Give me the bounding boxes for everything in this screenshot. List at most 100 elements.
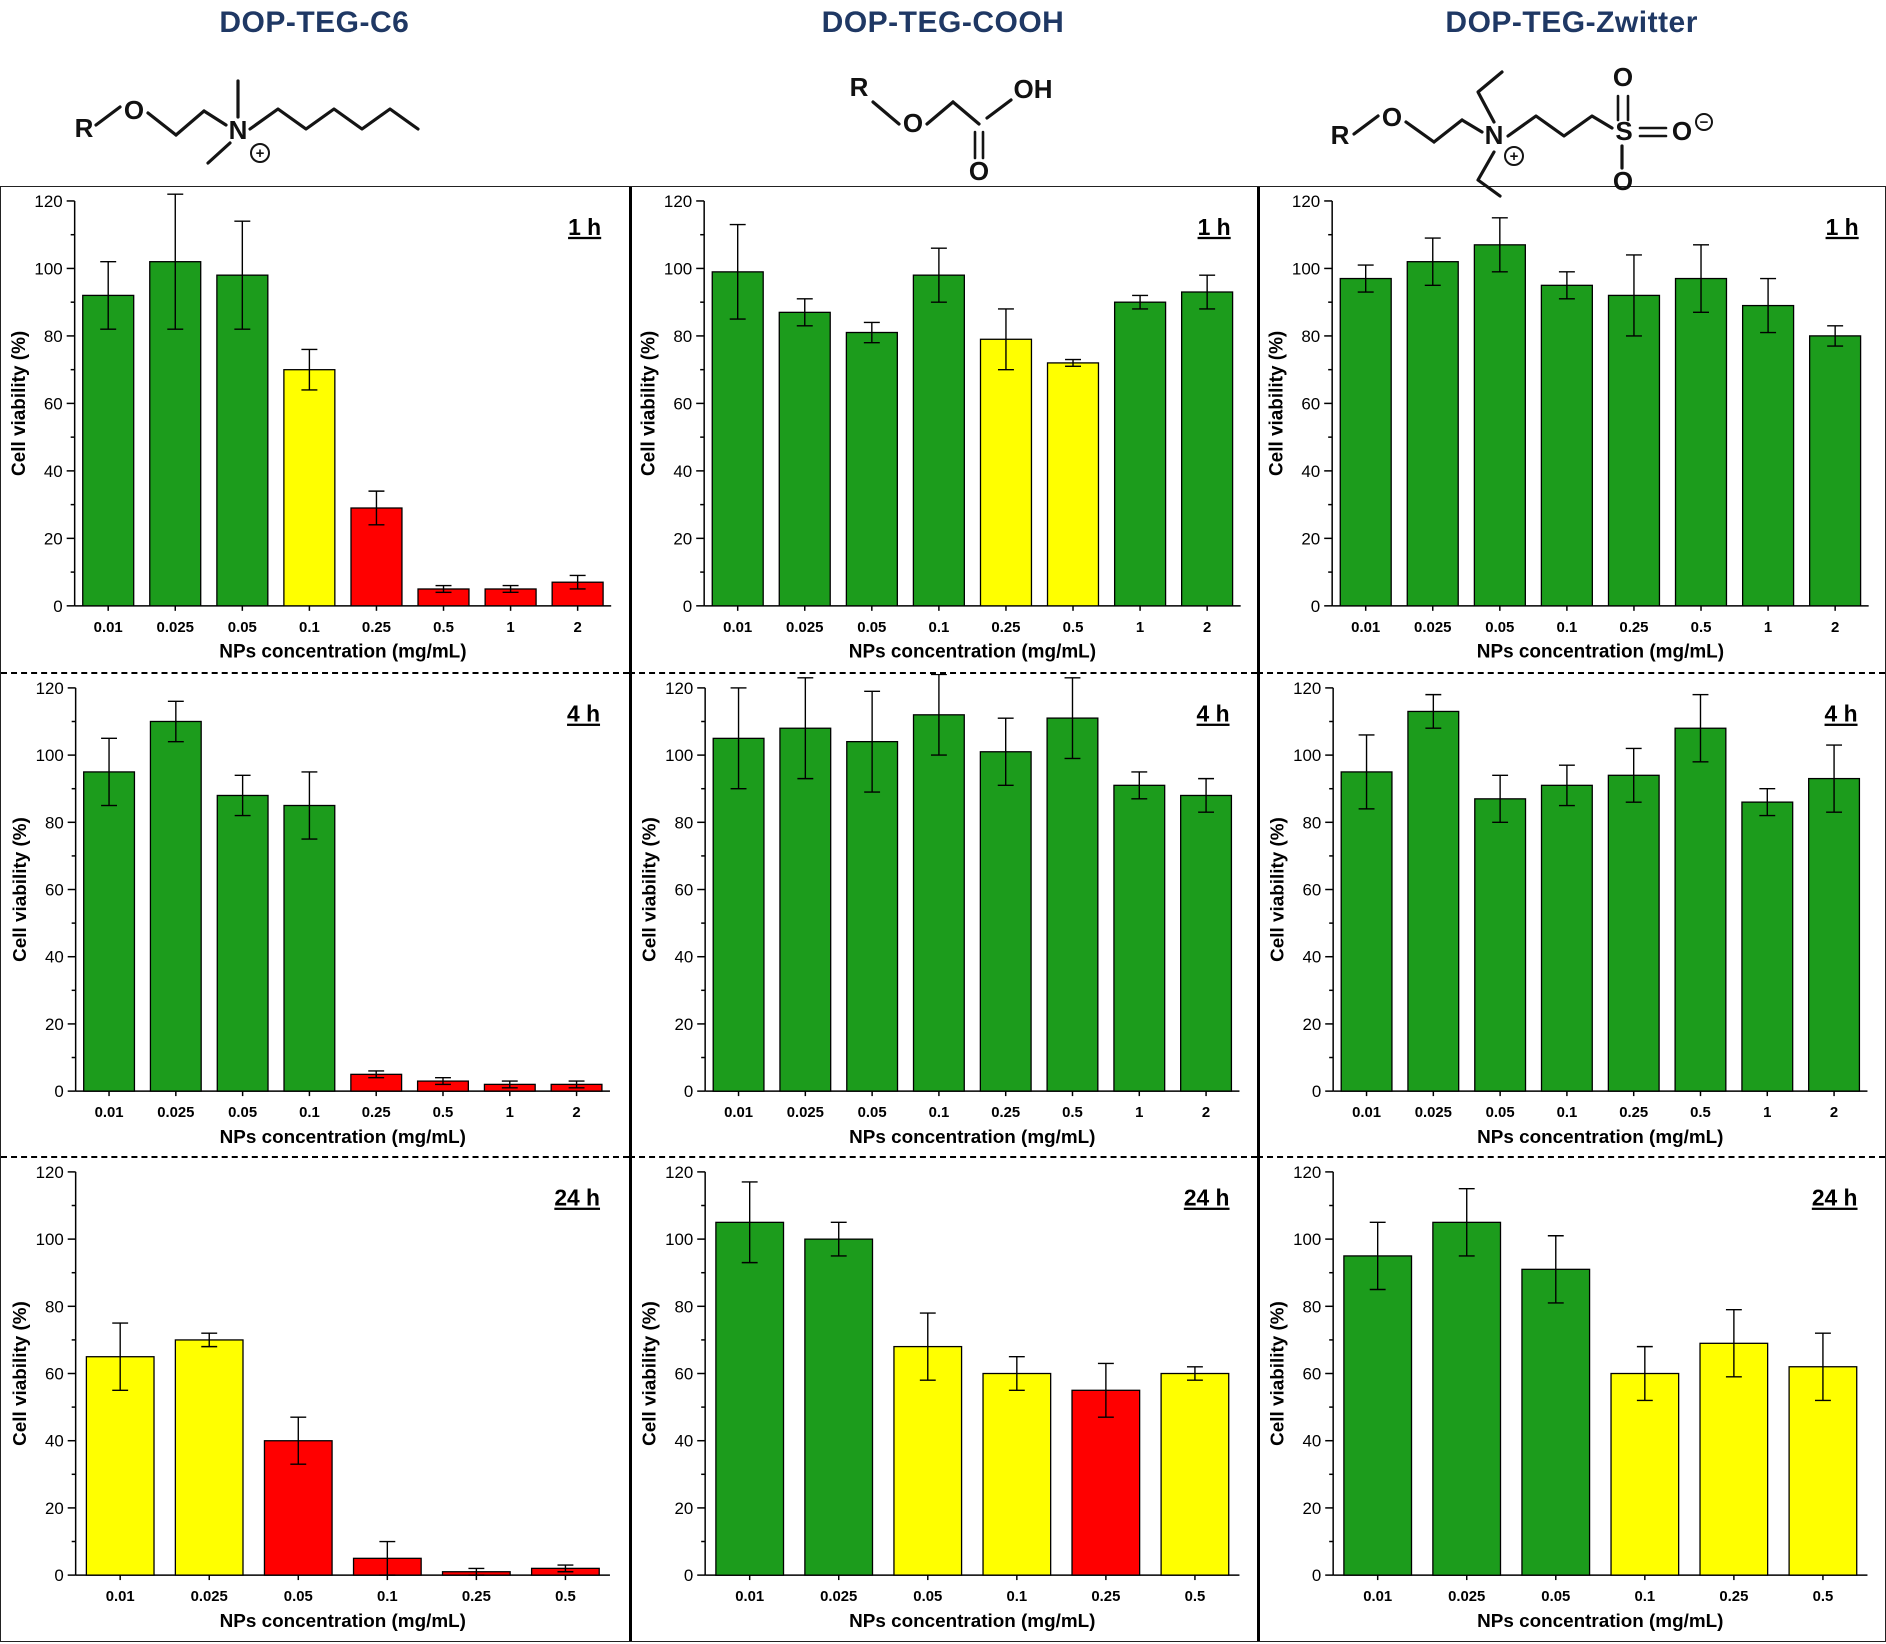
chart-dop-teg-c6-24h: 0 20 40 60 80 100 120 0.01 0.025 0.05 0.1 0.25 0.5 NP… — [1, 1156, 629, 1641]
bar — [804, 1238, 874, 1577]
svg-text:20: 20 — [674, 1499, 693, 1518]
header-column-cooh: DOP-TEG-COOH R O O OH — [629, 0, 1258, 186]
x-tick-label: 0.25 — [991, 1105, 1020, 1121]
svg-text:20: 20 — [44, 529, 63, 548]
bar — [1343, 1255, 1413, 1577]
bar — [216, 794, 269, 1092]
bar — [846, 740, 899, 1092]
x-tick-label: 2 — [1202, 1105, 1210, 1121]
bar — [979, 338, 1033, 607]
svg-text:120: 120 — [36, 679, 64, 698]
bar — [979, 750, 1032, 1092]
x-tick-label: 0.5 — [1185, 1589, 1206, 1605]
x-tick-label: 2 — [1203, 619, 1211, 636]
bar — [1339, 277, 1392, 607]
y-axis-label: Cell viability (%) — [1267, 1302, 1288, 1447]
x-tick-label: 0.01 — [1351, 619, 1380, 636]
x-tick-label: 0.05 — [858, 1105, 887, 1121]
structure-c6-image: R O N + — [75, 79, 420, 165]
bar — [1071, 1389, 1141, 1577]
x-tick-label: 0.025 — [786, 619, 823, 636]
svg-text:0: 0 — [1311, 597, 1320, 616]
x-tick-label: 0.25 — [991, 619, 1020, 636]
svg-text:80: 80 — [44, 327, 63, 346]
bar — [912, 274, 965, 607]
svg-text:60: 60 — [674, 1365, 693, 1384]
atom-label-o-top: O — [1613, 62, 1633, 92]
y-axis-label: Cell viability (%) — [1266, 817, 1287, 962]
svg-text:0: 0 — [54, 1566, 63, 1585]
bar — [1741, 801, 1794, 1092]
compound-title-cooh: DOP-TEG-COOH — [821, 6, 1065, 39]
svg-text:0: 0 — [683, 597, 692, 616]
svg-text:120: 120 — [1293, 1163, 1321, 1182]
svg-text:0: 0 — [53, 597, 62, 616]
atom-label-o: O — [903, 108, 923, 138]
svg-text:100: 100 — [665, 1230, 693, 1249]
y-axis-label: Cell viability (%) — [638, 817, 659, 962]
bar — [1674, 727, 1727, 1092]
figure-header: DOP-TEG-C6 R O N + DOP-TEG-COOH R — [0, 0, 1886, 198]
panel-timepoint-label: 4 h — [567, 700, 600, 726]
x-tick-label: 0.05 — [284, 1589, 313, 1605]
bar — [1674, 277, 1728, 607]
svg-text:40: 40 — [1302, 1432, 1321, 1451]
x-tick-label: 0.01 — [95, 1105, 124, 1121]
panel-timepoint-label: 1 h — [1826, 214, 1859, 240]
svg-text:20: 20 — [674, 1015, 693, 1034]
x-tick-label: 0.25 — [362, 619, 391, 636]
bar — [1607, 774, 1660, 1092]
x-tick-label: 2 — [1831, 619, 1839, 636]
x-tick-label: 0.01 — [106, 1589, 135, 1605]
svg-text:80: 80 — [1302, 1298, 1321, 1317]
bar — [1540, 784, 1593, 1092]
svg-text:40: 40 — [674, 947, 693, 966]
x-tick-label: 0.025 — [820, 1589, 857, 1605]
x-tick-label: 0.5 — [1063, 619, 1084, 636]
x-tick-label: 0.05 — [913, 1589, 942, 1605]
x-tick-label: 0.05 — [228, 1105, 257, 1121]
bar — [1540, 284, 1593, 607]
panel-timepoint-label: 1 h — [568, 214, 601, 240]
bar — [1407, 710, 1460, 1092]
svg-text:40: 40 — [674, 1432, 693, 1451]
x-axis-label: NPs concentration (mg/mL) — [1477, 642, 1724, 663]
bar — [1607, 294, 1661, 607]
x-tick-label: 0.01 — [723, 619, 752, 636]
panel-timepoint-label: 24 h — [554, 1185, 600, 1211]
x-tick-label: 1 — [1135, 1105, 1143, 1121]
x-tick-label: 0.1 — [377, 1589, 398, 1605]
svg-text:60: 60 — [1302, 1365, 1321, 1384]
svg-text:40: 40 — [44, 462, 63, 481]
svg-text:40: 40 — [1302, 947, 1321, 966]
bar — [1046, 717, 1099, 1092]
svg-text:20: 20 — [45, 1015, 64, 1034]
svg-text:40: 40 — [45, 1432, 64, 1451]
x-tick-label: 0.025 — [157, 619, 194, 636]
panel-timepoint-label: 4 h — [1197, 700, 1230, 726]
svg-text:60: 60 — [44, 394, 63, 413]
x-axis-label: NPs concentration (mg/mL) — [849, 642, 1096, 663]
bar — [174, 1339, 244, 1577]
panel-timepoint-label: 4 h — [1825, 700, 1858, 726]
svg-text:120: 120 — [664, 192, 692, 211]
svg-text:20: 20 — [673, 529, 692, 548]
atom-label-r: R — [75, 113, 94, 143]
chart-dop-teg-zwitter-24h: 0 20 40 60 80 100 120 0.01 0.025 0.05 0.1 0.25 0.5 NP… — [1257, 1156, 1885, 1641]
bar — [1180, 291, 1234, 607]
svg-text:120: 120 — [34, 192, 62, 211]
x-tick-label: 1 — [506, 619, 514, 636]
structure-cooh-image: R O O OH — [850, 72, 1053, 186]
bar — [715, 1222, 785, 1577]
chart-dop-teg-zwitter-1h: 0 20 40 60 80 100 120 0.01 0.025 0.05 0.1 0.25 0.5 1 2… — [1257, 187, 1885, 672]
x-tick-label: 0.05 — [1485, 619, 1514, 636]
x-tick-label: 1 — [1763, 1105, 1771, 1121]
svg-text:100: 100 — [664, 259, 692, 278]
svg-text:80: 80 — [1301, 327, 1320, 346]
svg-text:40: 40 — [673, 462, 692, 481]
svg-text:100: 100 — [1292, 259, 1320, 278]
y-axis-label: Cell viability (%) — [9, 817, 30, 962]
atom-label-r: R — [850, 72, 869, 102]
svg-text:80: 80 — [673, 327, 692, 346]
charge-minus: − — [1699, 114, 1708, 131]
